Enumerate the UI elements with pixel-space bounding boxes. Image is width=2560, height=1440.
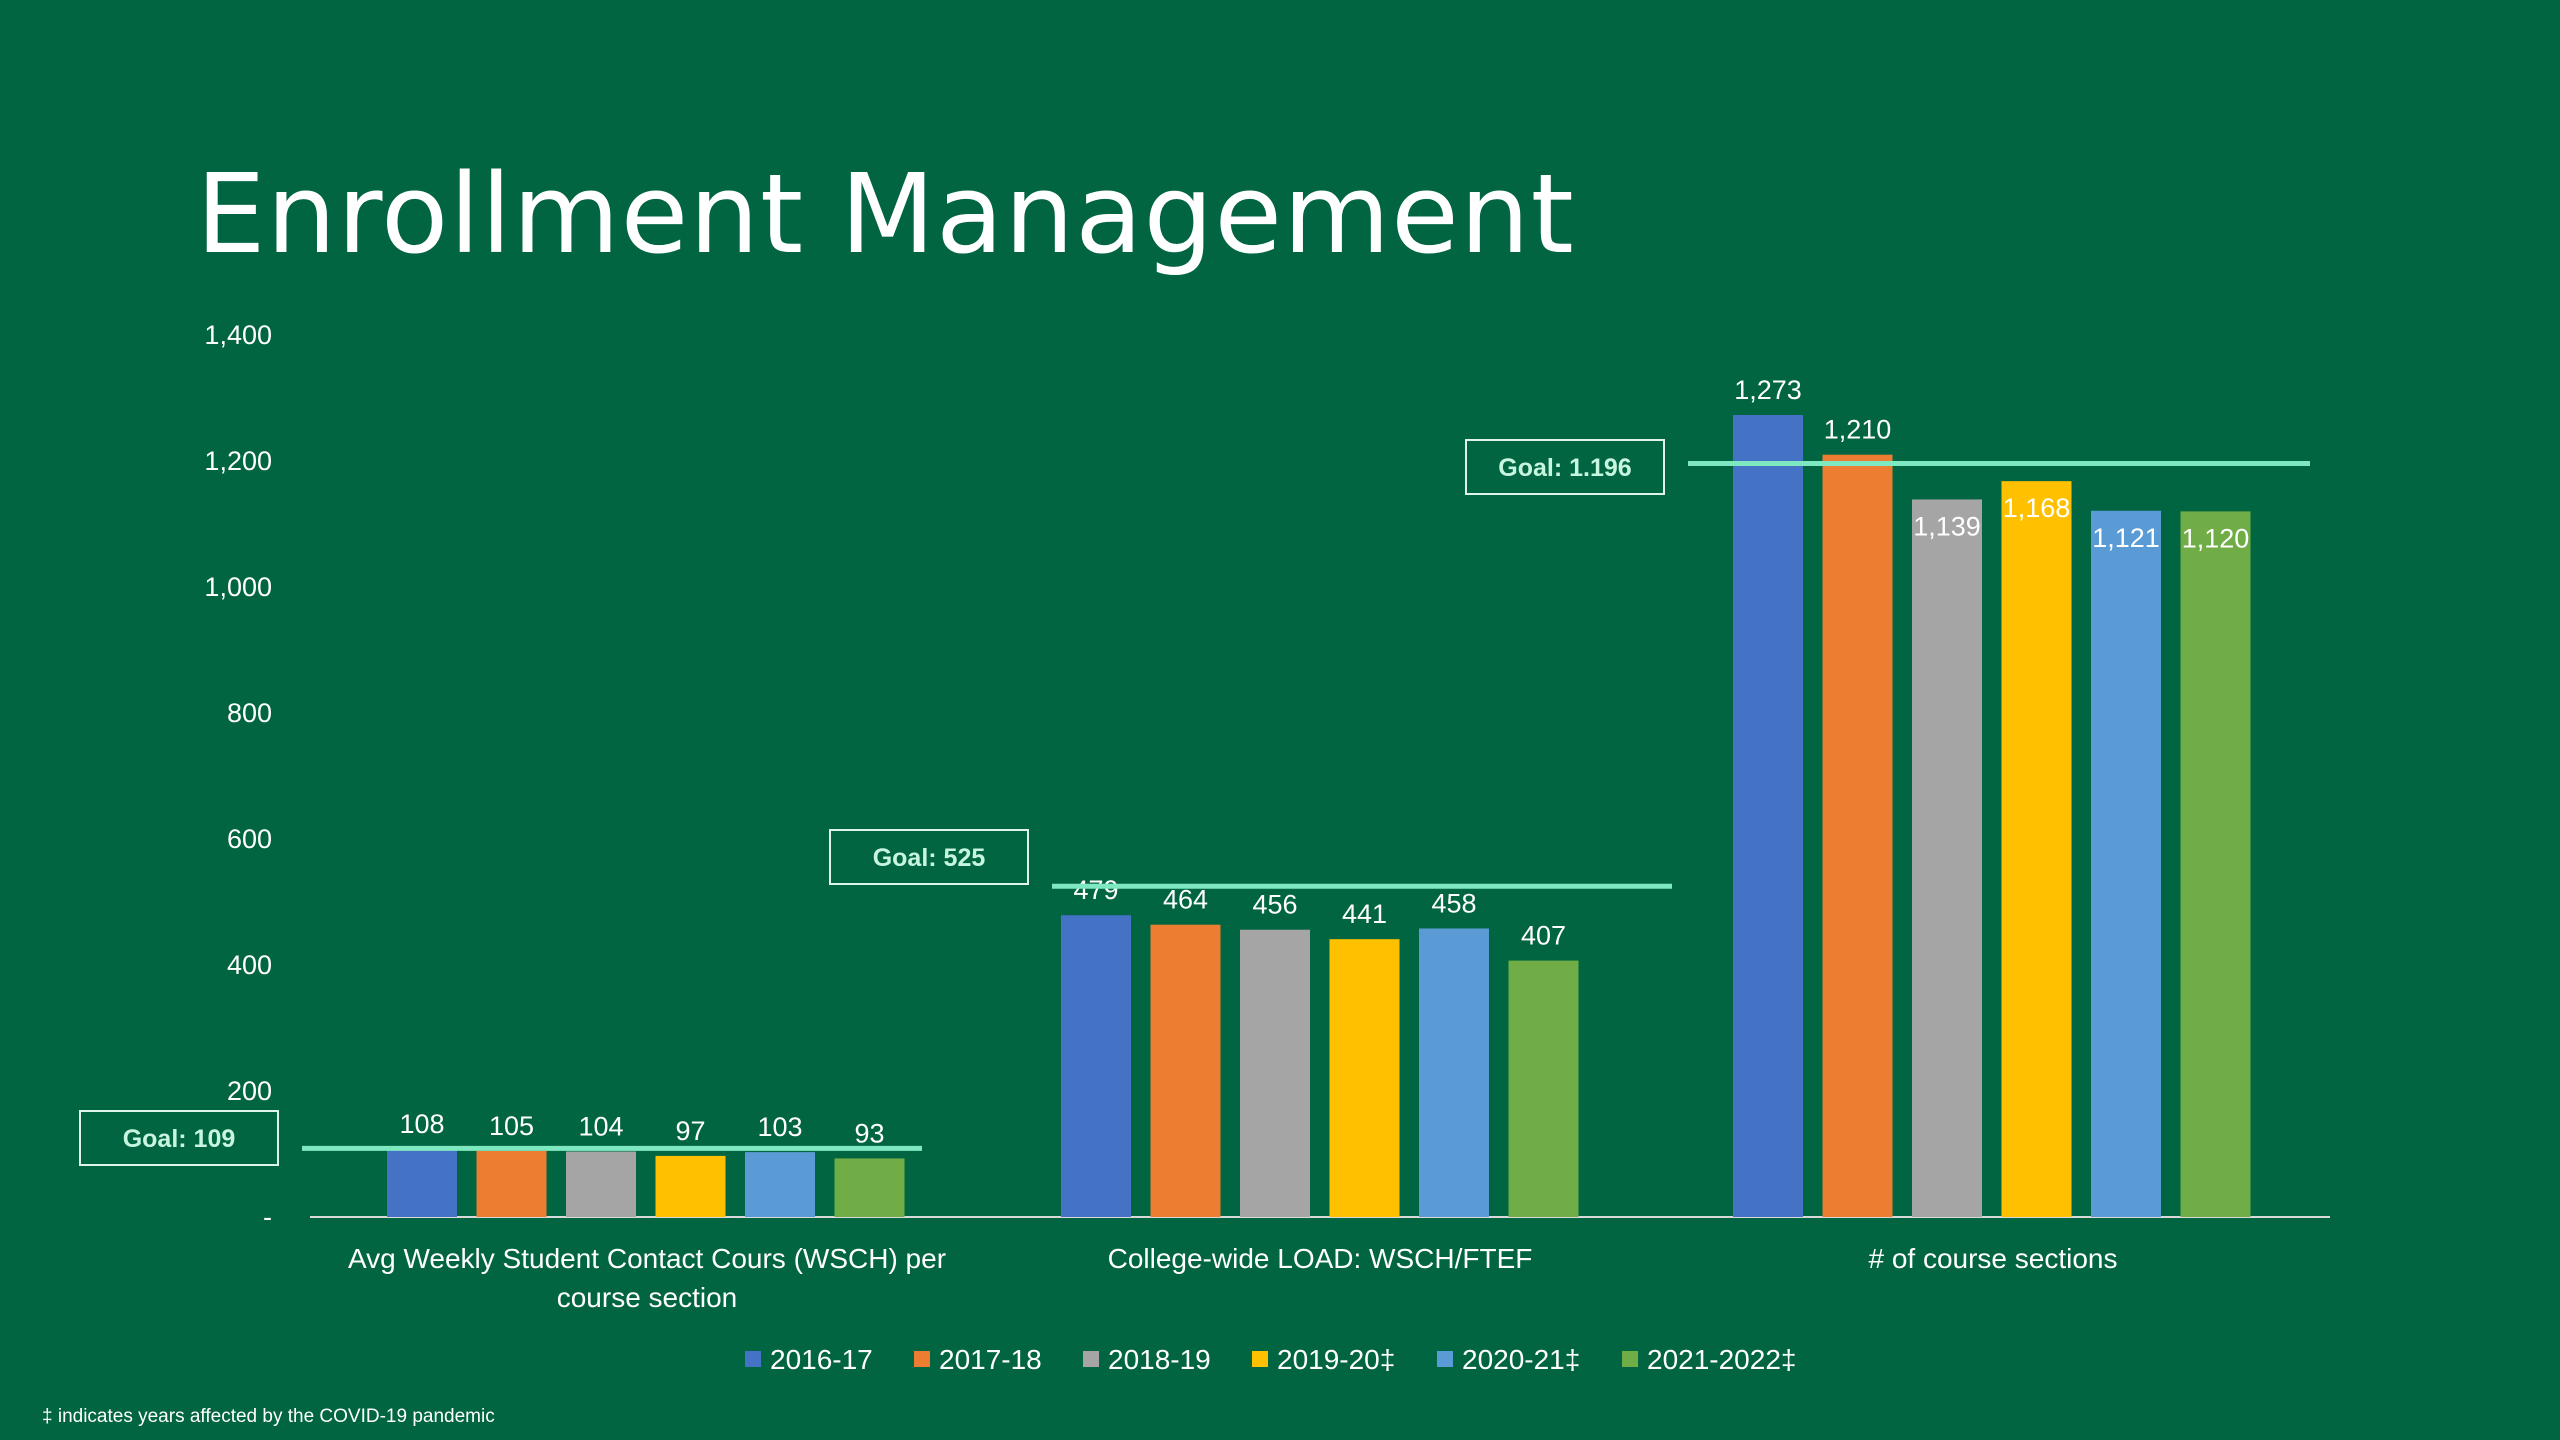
goal-label: Goal: 1.196 (1498, 454, 1631, 482)
data-label: 1,210 (1824, 415, 1892, 445)
data-label: 1,139 (1913, 511, 1981, 541)
data-label: 108 (399, 1109, 444, 1139)
data-label: 456 (1252, 890, 1297, 920)
bar (476, 1150, 547, 1217)
y-tick-label: 1,200 (204, 446, 272, 476)
y-tick-label: 600 (227, 824, 272, 854)
bar (1150, 924, 1221, 1217)
data-label: 479 (1073, 875, 1118, 905)
y-tick-label: 1,000 (204, 572, 272, 602)
bar (1061, 915, 1131, 1217)
legend-swatch (1252, 1351, 1268, 1367)
data-label: 1,121 (2092, 523, 2160, 553)
legend-swatch (1437, 1351, 1453, 1367)
slide-title: Enrollment Management (196, 150, 1575, 278)
data-label: 458 (1431, 888, 1476, 918)
bar (2091, 510, 2161, 1217)
goal-label: Goal: 109 (123, 1125, 236, 1153)
bar (1822, 454, 1893, 1217)
data-label: 104 (578, 1111, 623, 1141)
legend-swatch (1083, 1351, 1099, 1367)
category-label: # of course sections (1868, 1243, 2117, 1274)
bar (1733, 415, 1803, 1217)
bar (2001, 481, 2072, 1217)
y-tick-label: 200 (227, 1076, 272, 1106)
bar (745, 1152, 815, 1217)
legend-swatch (1622, 1351, 1638, 1367)
data-label: 103 (757, 1112, 802, 1142)
y-tick-label: 800 (227, 698, 272, 728)
data-label: 1,120 (2182, 523, 2250, 553)
covid-footnote: ‡ indicates years affected by the COVID-… (42, 1406, 495, 1427)
bar (1240, 929, 1310, 1217)
category-label: course section (557, 1282, 738, 1313)
legend-entry: 2019-20‡ (1277, 1344, 1395, 1375)
data-label: 1,273 (1734, 375, 1802, 405)
category-label: College-wide LOAD: WSCH/FTEF (1108, 1243, 1533, 1274)
goal-box (1465, 439, 1665, 495)
data-label: 407 (1521, 921, 1566, 951)
bar (387, 1148, 457, 1217)
data-label: 97 (675, 1116, 705, 1146)
bar (834, 1158, 905, 1217)
y-tick-label: 1,400 (204, 320, 272, 350)
bar (1419, 928, 1489, 1217)
legend-swatch (745, 1351, 761, 1367)
legend-swatch (914, 1351, 930, 1367)
legend-entry: 2017-18 (939, 1344, 1042, 1375)
bar (655, 1155, 726, 1217)
legend-entry: 2018-19 (1108, 1344, 1211, 1375)
bar (1912, 499, 1982, 1217)
data-label: 105 (489, 1111, 534, 1141)
legend-entry: 2016-17 (770, 1344, 873, 1375)
bar (2180, 511, 2251, 1217)
data-label: 464 (1163, 885, 1208, 915)
y-tick-label: - (263, 1202, 272, 1232)
category-label: Avg Weekly Student Contact Cours (WSCH) … (348, 1243, 946, 1274)
bar (1508, 960, 1579, 1217)
data-label: 93 (854, 1118, 884, 1148)
goal-box (79, 1110, 279, 1166)
bar (1329, 939, 1400, 1217)
data-label: 1,168 (2003, 493, 2071, 523)
goal-label: Goal: 525 (873, 844, 986, 872)
data-label: 441 (1342, 899, 1387, 929)
goal-box (829, 829, 1029, 885)
y-tick-label: 400 (227, 950, 272, 980)
legend-entry: 2020-21‡ (1462, 1344, 1580, 1375)
legend-entry: 2021-2022‡ (1647, 1344, 1796, 1375)
bar (566, 1151, 636, 1217)
